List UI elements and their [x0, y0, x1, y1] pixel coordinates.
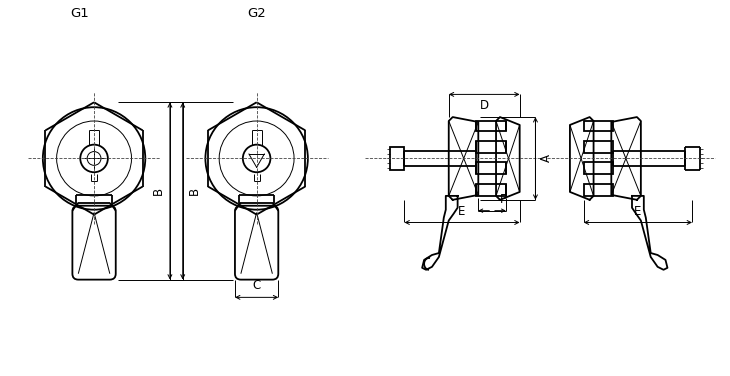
- Text: B: B: [188, 187, 201, 195]
- Text: E: E: [634, 205, 642, 218]
- Text: E: E: [458, 205, 466, 218]
- Text: D: D: [480, 99, 489, 112]
- Text: G1: G1: [70, 7, 88, 20]
- Text: C: C: [253, 279, 261, 293]
- Text: A: A: [540, 155, 553, 162]
- Text: G2: G2: [247, 7, 266, 20]
- Text: F: F: [500, 193, 507, 206]
- Text: B: B: [152, 187, 165, 195]
